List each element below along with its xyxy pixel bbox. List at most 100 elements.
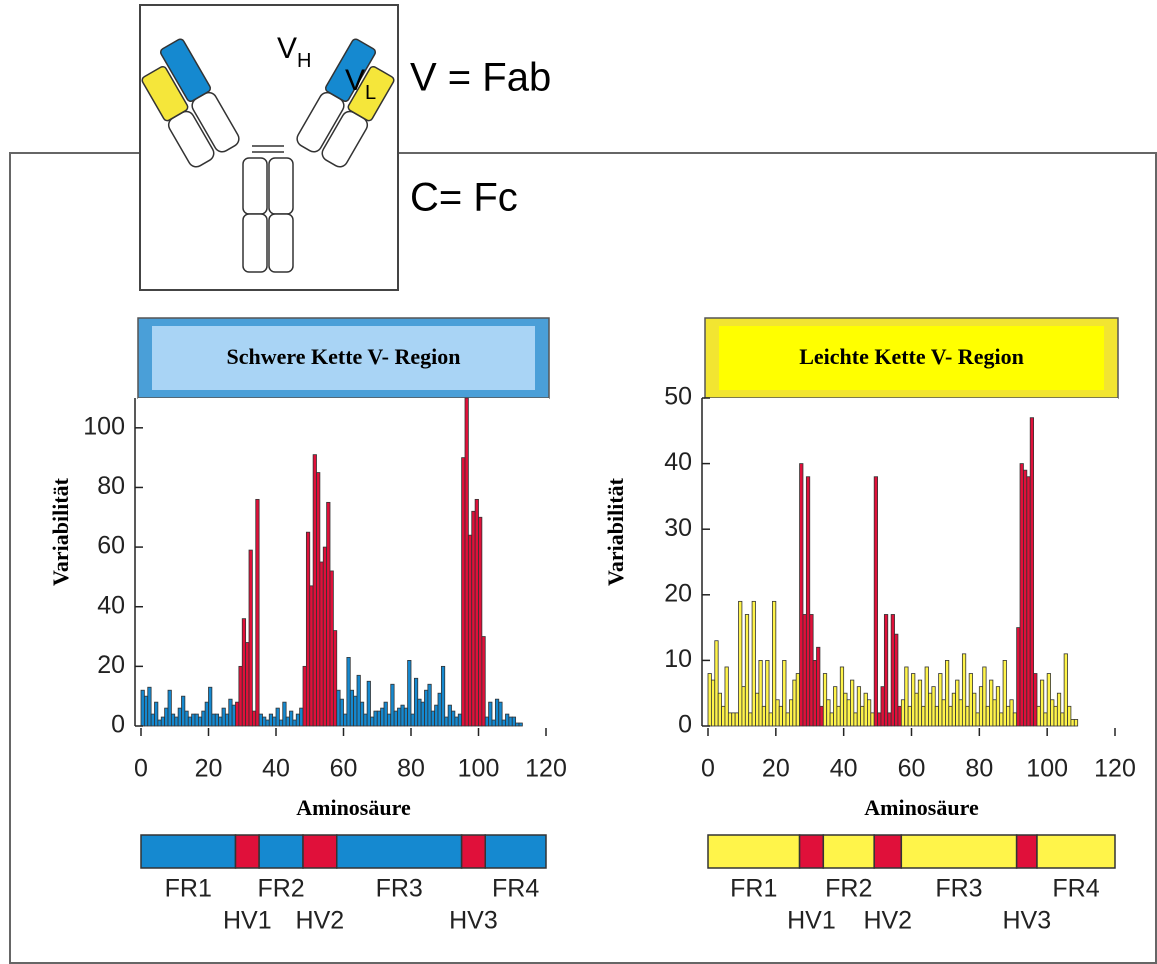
- histogram-bar: [191, 713, 196, 727]
- histogram-bar: [877, 712, 882, 727]
- histogram-bar: [792, 679, 797, 727]
- histogram-bar: [1046, 673, 1051, 727]
- region-segment: [258, 834, 304, 869]
- histogram-bar: [748, 712, 753, 727]
- histogram-bar: [761, 705, 767, 727]
- histogram-bar: [1050, 699, 1055, 727]
- fc-label: C= Fc: [410, 176, 518, 220]
- histogram-bar: [346, 657, 351, 727]
- x-tick-label: 80: [397, 755, 425, 783]
- histogram-bar: [386, 713, 392, 727]
- y-tick-label: 40: [97, 591, 125, 619]
- histogram-bar: [880, 686, 885, 727]
- histogram-bar: [292, 719, 297, 727]
- histogram-bar: [319, 561, 324, 727]
- x-tick-label: 20: [195, 755, 223, 783]
- histogram-bar: [494, 698, 500, 727]
- histogram-bar: [245, 642, 250, 727]
- histogram-bar: [799, 463, 804, 727]
- histogram-bar: [407, 660, 412, 727]
- histogram-bar: [278, 719, 284, 727]
- x-tick-label: 40: [830, 755, 858, 783]
- histogram-bar: [262, 716, 267, 727]
- region-segment: [234, 834, 260, 869]
- histogram-bar: [1019, 463, 1024, 727]
- histogram-bar: [982, 666, 987, 727]
- region-label: FR3: [376, 875, 423, 903]
- histogram-bar: [184, 710, 189, 727]
- region-label: HV2: [863, 907, 912, 935]
- histogram-bar: [755, 692, 760, 727]
- histogram-bar: [819, 705, 824, 727]
- x-tick-label: 100: [458, 755, 500, 783]
- region-label: HV3: [449, 907, 498, 935]
- histogram-bar: [295, 713, 301, 727]
- histogram-bar: [444, 716, 449, 727]
- histogram-bar: [464, 397, 469, 727]
- histogram-bar: [417, 698, 422, 727]
- y-axis-label: Variabilität: [603, 477, 628, 586]
- histogram-bar: [931, 686, 936, 727]
- histogram-bar: [403, 707, 409, 727]
- histogram-bar: [809, 614, 814, 727]
- histogram-bar: [299, 707, 304, 727]
- histogram-bar: [366, 680, 371, 727]
- histogram-bar: [802, 614, 807, 727]
- x-tick-label: 40: [262, 755, 290, 783]
- region-segment: [798, 834, 825, 869]
- histogram-bar: [975, 712, 980, 727]
- histogram-bar: [707, 673, 712, 727]
- histogram-bar: [1060, 712, 1065, 727]
- histogram-bar: [363, 713, 368, 727]
- histogram-bar: [143, 695, 149, 727]
- histogram-bar: [992, 699, 997, 727]
- plot-area: [138, 398, 549, 728]
- y-tick-label: 50: [664, 383, 692, 411]
- histogram-bar: [1043, 712, 1048, 727]
- region-segment: [1015, 834, 1038, 869]
- histogram-bar: [765, 660, 770, 727]
- region-segment: [1036, 834, 1116, 869]
- histogram-bar: [846, 699, 851, 727]
- histogram-bar: [505, 713, 510, 727]
- histogram-bar: [924, 666, 929, 727]
- histogram-bar: [400, 704, 405, 727]
- region-label: HV1: [787, 907, 836, 935]
- histogram-bar: [224, 713, 230, 727]
- histogram-bar: [867, 699, 872, 727]
- histogram-bar: [390, 683, 395, 727]
- x-tick-label: 0: [134, 755, 148, 783]
- x-tick-label: 60: [898, 755, 926, 783]
- y-tick-label: 0: [678, 711, 692, 739]
- y-tick-label: 20: [664, 579, 692, 607]
- histogram-bar: [265, 719, 270, 727]
- histogram-bar: [887, 712, 892, 727]
- histogram-bar: [785, 712, 790, 727]
- y-tick-label: 80: [97, 472, 125, 500]
- histogram-bar: [805, 476, 811, 727]
- histogram-bar: [461, 457, 466, 727]
- histogram-bar: [268, 713, 274, 727]
- histogram-bar: [1009, 699, 1014, 727]
- histogram-bar: [1016, 627, 1021, 727]
- histogram-bar: [968, 673, 973, 727]
- histogram-bar: [437, 692, 442, 727]
- histogram-bar: [251, 710, 257, 727]
- histogram-bar: [413, 677, 419, 727]
- histogram-bar: [316, 472, 321, 727]
- region-segment: [822, 834, 875, 869]
- region-label: HV1: [223, 907, 272, 935]
- histogram-bar: [782, 660, 787, 727]
- x-tick-label: 100: [1026, 755, 1068, 783]
- histogram-bar: [336, 689, 341, 727]
- vl-label: VL: [345, 64, 376, 104]
- histogram-bar: [1006, 705, 1011, 727]
- histogram-bar: [272, 716, 277, 727]
- histogram-bar: [285, 716, 290, 727]
- histogram-bar: [1056, 692, 1062, 727]
- histogram-bar: [1029, 417, 1035, 727]
- histogram-bar: [211, 713, 216, 727]
- histogram-bar: [985, 705, 990, 727]
- histogram-bar: [457, 713, 463, 727]
- histogram-bar: [282, 701, 287, 727]
